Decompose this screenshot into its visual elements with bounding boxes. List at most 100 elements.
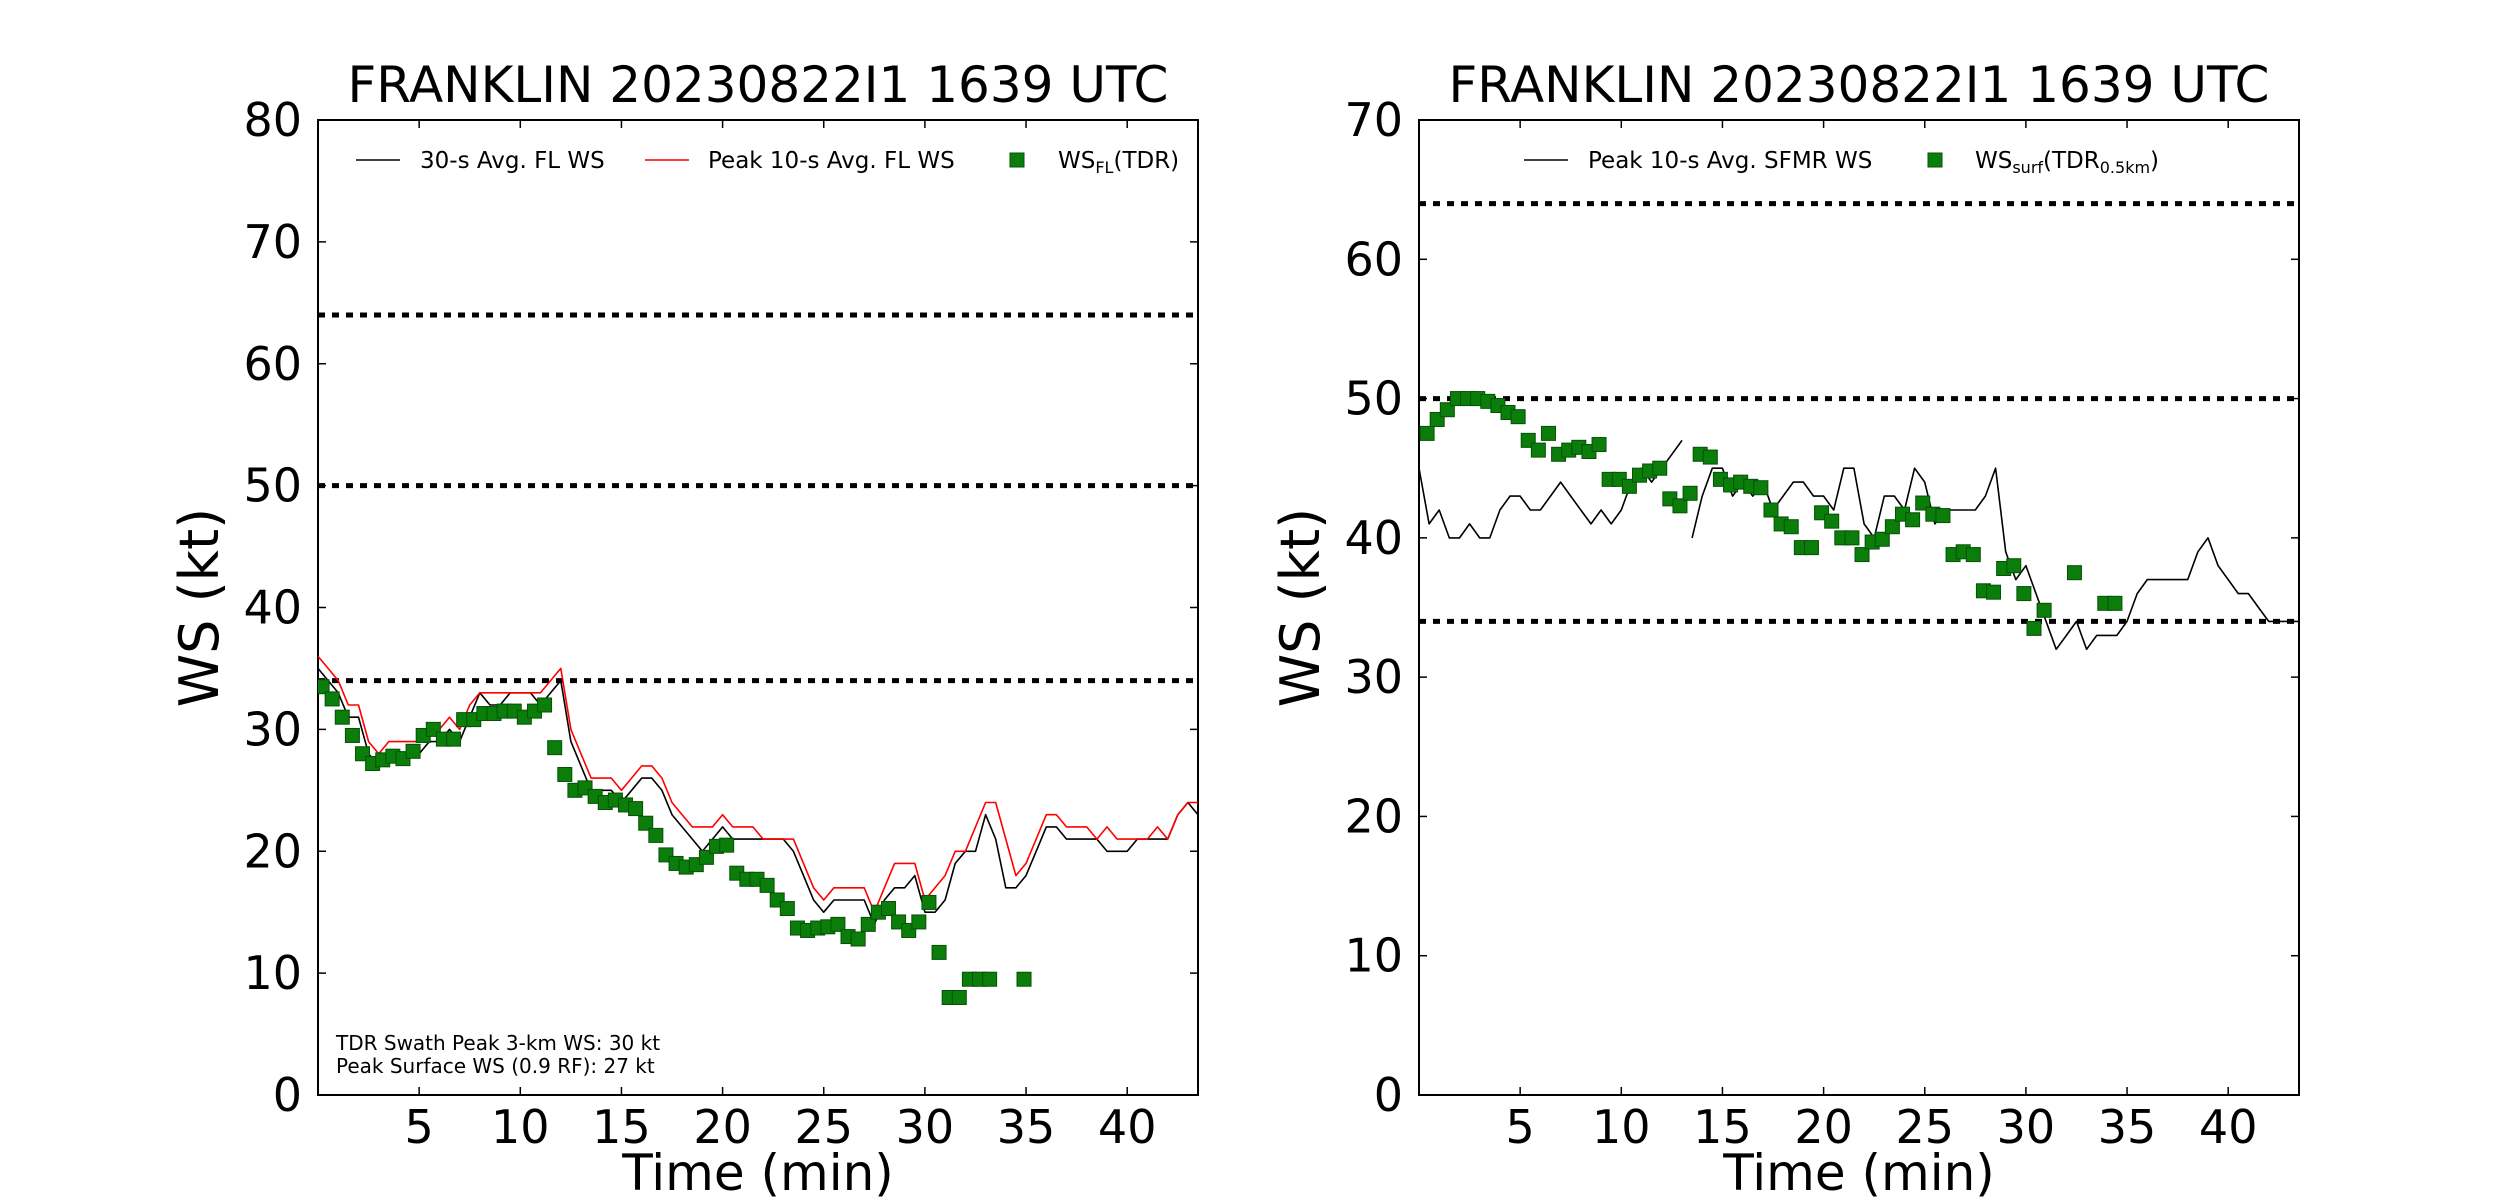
scatter-point — [1844, 530, 1860, 546]
scatter-point — [1854, 547, 1870, 563]
x-tick-label: 30 — [1997, 1100, 2056, 1154]
scatter-point — [1682, 485, 1698, 501]
y-tick-label: 80 — [243, 93, 302, 147]
x-tick-label: 35 — [997, 1100, 1056, 1154]
scatter-point — [951, 990, 967, 1005]
scatter-point — [1935, 508, 1951, 524]
scatter-point — [2066, 565, 2082, 581]
scatter-point — [2107, 595, 2123, 611]
scatter-point — [324, 691, 340, 707]
series-line-0 — [1691, 467, 2299, 651]
scatter-point — [1672, 498, 1688, 514]
y-tick-label: 40 — [1344, 511, 1403, 565]
scatter-point — [759, 877, 775, 893]
scatter-point — [779, 901, 795, 917]
x-tick-label: 25 — [794, 1100, 853, 1154]
scatter-point — [1986, 584, 2002, 600]
scatter-point — [850, 931, 866, 947]
scatter-point — [1763, 502, 1779, 518]
scatter-point — [537, 697, 553, 713]
scatter-point — [911, 914, 927, 930]
scatter-point — [344, 727, 360, 743]
scatter-point — [982, 971, 998, 987]
y-tick-label: 70 — [1344, 93, 1403, 147]
legend-label-tdr: WSFL(TDR) — [1058, 148, 1179, 177]
x-tick-label: 30 — [896, 1100, 955, 1154]
scatter-point — [1874, 531, 1890, 547]
scatter-point — [1965, 547, 1981, 563]
series-line-0 — [318, 667, 1198, 926]
scatter-point — [830, 916, 846, 932]
y-tick-label: 30 — [1344, 650, 1403, 704]
scatter-point — [2016, 586, 2032, 602]
legend: 30-s Avg. FL WS Peak 10-s Avg. FL WS WSFL(… — [356, 148, 1179, 177]
scatter-point — [446, 731, 462, 747]
legend-label-tdr-surf: WSsurf(TDR0.5km) — [1975, 148, 2159, 177]
x-tick-label: 10 — [1592, 1100, 1651, 1154]
y-axis-label: WS (kt) — [168, 508, 231, 707]
x-tick-label: 25 — [1895, 1100, 1954, 1154]
right-panel-surface-wind-chart: 5 10 15 20 25 30 35 40 0 10 20 30 40 50 60 70 FRANKLIN 2… — [1269, 56, 2300, 1200]
plot-frame — [317, 119, 1199, 1096]
data-layer — [318, 655, 1198, 1005]
scatter-point — [860, 916, 876, 932]
scatter-point — [1016, 971, 1032, 987]
scatter-point — [334, 709, 350, 725]
x-tick-label: 20 — [1794, 1100, 1853, 1154]
scatter-point — [628, 801, 644, 817]
x-tick-label: 10 — [491, 1100, 550, 1154]
scatter-point — [318, 679, 330, 695]
scatter-point — [1530, 442, 1546, 458]
scatter-point — [2036, 602, 2052, 618]
y-tick-label: 50 — [1344, 372, 1403, 426]
scatter-point — [1884, 519, 1900, 535]
scatter-point — [1540, 425, 1556, 441]
scatter-point — [557, 766, 573, 782]
scatter-point — [921, 894, 937, 910]
y-tick-label: 70 — [243, 215, 302, 269]
scatter-point — [1783, 519, 1799, 535]
scatter-point — [931, 944, 947, 960]
y-tick-label: 20 — [1344, 789, 1403, 843]
scatter-point — [1439, 402, 1455, 418]
scatter-point — [1803, 540, 1819, 556]
y-tick-label: 40 — [243, 581, 302, 635]
chart-title: FRANKLIN 20230822I1 1639 UTC — [1449, 56, 2270, 114]
legend-swatch-tdr — [1009, 152, 1025, 168]
scatter-point — [1419, 425, 1435, 441]
scatter-point — [719, 837, 735, 853]
x-tick-label: 20 — [693, 1100, 752, 1154]
legend: Peak 10-s Avg. SFMR WS WSsurf(TDR0.5km) — [1524, 148, 2159, 177]
x-tick-label: 5 — [1506, 1100, 1535, 1154]
legend-label-30s-avg: 30-s Avg. FL WS — [420, 148, 605, 174]
scatter-point — [1915, 495, 1931, 511]
y-axis-label: WS (kt) — [1269, 508, 1332, 707]
scatter-point — [2006, 558, 2022, 574]
scatter-point — [1753, 480, 1769, 496]
x-tick-label: 40 — [1098, 1100, 1157, 1154]
plot-frame — [1418, 119, 2300, 1096]
scatter-point — [547, 740, 563, 756]
scatter-point — [880, 901, 896, 917]
scatter-point — [1652, 460, 1668, 476]
left-panel-wind-speed-chart: 5 10 15 20 25 30 35 40 0 10 20 30 40 50 60 70 80 FRANKLIN… — [168, 56, 1199, 1200]
y-tick-label: 60 — [1344, 232, 1403, 286]
annotation-text: TDR Swath Peak 3-km WS: 30 kt — [335, 1031, 660, 1055]
scatter-point — [2026, 620, 2042, 636]
x-tick-label: 5 — [405, 1100, 434, 1154]
y-tick-label: 0 — [1374, 1068, 1403, 1122]
x-tick-label: 15 — [1693, 1100, 1752, 1154]
data-layer — [1419, 391, 2299, 651]
legend-swatch-tdr-surf — [1927, 152, 1943, 168]
scatter-point — [648, 827, 664, 843]
y-tick-label: 50 — [243, 459, 302, 513]
y-tick-label: 0 — [273, 1068, 302, 1122]
x-tick-label: 40 — [2199, 1100, 2258, 1154]
x-axis-label: Time (min) — [1722, 1144, 1995, 1200]
scatter-point — [1702, 449, 1718, 465]
scatter-point — [638, 815, 654, 831]
x-tick-label: 15 — [592, 1100, 651, 1154]
scatter-point — [1591, 437, 1607, 453]
scatter-point — [1824, 513, 1840, 529]
